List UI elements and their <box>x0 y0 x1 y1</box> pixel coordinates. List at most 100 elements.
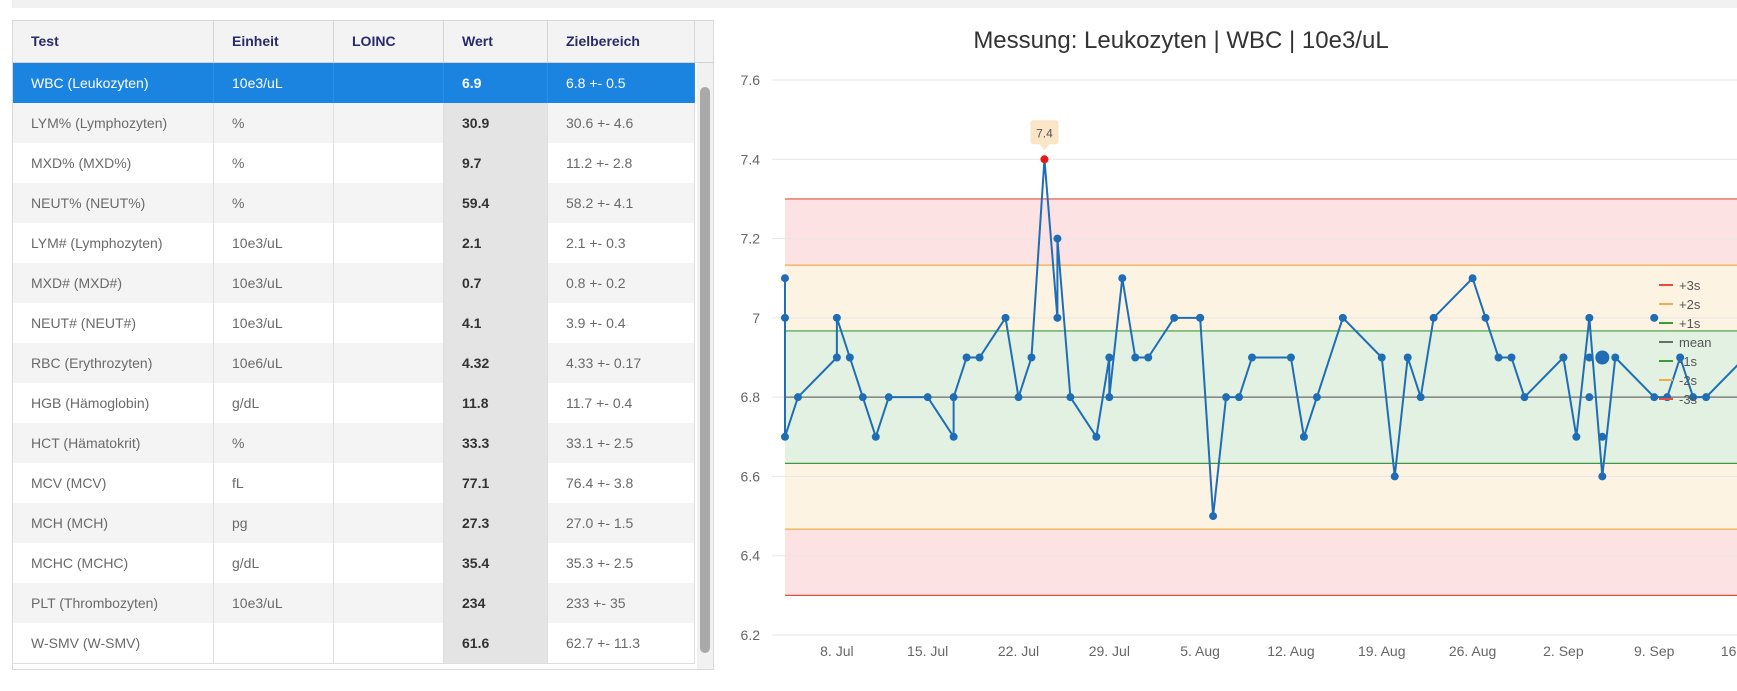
top-toolbar-strip <box>12 0 1737 8</box>
cell-test: W-SMV (W-SMV) <box>13 623 214 663</box>
table-row[interactable]: HCT (Hämatokrit)% 33.3 33.1 +- 2.5 <box>13 423 695 464</box>
legend-label: +3s <box>1679 278 1701 293</box>
table-row[interactable]: MXD% (MXD%)% 9.7 11.2 +- 2.8 <box>13 143 695 184</box>
data-point <box>1248 353 1257 362</box>
data-point <box>1053 234 1062 243</box>
table-row[interactable]: NEUT# (NEUT#) 10e3/uL 4.1 3.9 +- 0.4 <box>13 303 695 344</box>
data-point <box>1559 353 1568 362</box>
column-header-einheit[interactable]: Einheit <box>214 21 334 62</box>
table-scrollbar[interactable] <box>697 63 713 669</box>
table-row[interactable]: W-SMV (W-SMV) 61.6 62.7 +- 11.3 <box>13 623 695 664</box>
x-tick-label: 26. Aug <box>1449 643 1497 659</box>
test-results-table: Test Einheit LOINC Wert Zielbereich WBC … <box>12 20 714 670</box>
cell-test: MXD# (MXD#) <box>13 263 214 303</box>
data-point <box>1481 313 1490 322</box>
data-point <box>1014 393 1023 402</box>
table-row[interactable]: LYM% (Lymphozyten)% 30.9 30.6 +- 4.6 <box>13 103 695 144</box>
cell-einheit: 10e3/uL <box>214 303 334 343</box>
x-tick-label: 9. Sep <box>1634 643 1675 659</box>
data-point <box>793 393 802 402</box>
cell-wert: 9.7 <box>444 143 548 183</box>
data-point <box>975 353 984 362</box>
data-point <box>1520 393 1529 402</box>
data-point <box>1222 393 1231 402</box>
data-point <box>1027 353 1036 362</box>
scrollbar-thumb[interactable] <box>700 87 710 653</box>
data-point <box>780 432 789 441</box>
cell-wert: 4.1 <box>444 303 548 343</box>
cell-loinc <box>334 583 444 623</box>
cell-wert: 0.7 <box>444 263 548 303</box>
y-tick-label: 6.2 <box>741 627 761 643</box>
table-row[interactable]: PLT (Thrombozyten) 10e3/uL 234 233 +- 35 <box>13 583 695 624</box>
cell-test: WBC (Leukozyten) <box>13 63 214 103</box>
cell-zielbereich: 58.2 +- 4.1 <box>548 183 695 223</box>
cell-test: MCHC (MCHC) <box>13 543 214 583</box>
y-tick-label: 7.2 <box>741 231 761 247</box>
data-point <box>1468 274 1477 283</box>
data-point <box>1053 313 1062 322</box>
cell-zielbereich: 33.1 +- 2.5 <box>548 423 695 463</box>
data-point <box>1650 393 1659 402</box>
data-point <box>1598 432 1607 441</box>
data-point <box>832 313 841 322</box>
y-tick-label: 7.4 <box>741 151 761 167</box>
table-row[interactable]: NEUT% (NEUT%)% 59.4 58.2 +- 4.1 <box>13 183 695 224</box>
cell-loinc <box>334 303 444 343</box>
column-header-wert[interactable]: Wert <box>444 21 548 62</box>
column-header-test[interactable]: Test <box>13 21 214 62</box>
data-point <box>1001 313 1010 322</box>
data-point <box>1585 313 1594 322</box>
legend-label: mean <box>1679 335 1712 350</box>
table-row[interactable]: RBC (Erythrozyten) 10e6/uL 4.32 4.33 +- 0.1… <box>13 343 695 384</box>
data-point <box>1403 353 1412 362</box>
data-point <box>858 393 867 402</box>
data-point <box>1611 353 1620 362</box>
zone-lower-2s <box>784 463 1737 530</box>
data-point <box>1209 512 1218 521</box>
cell-zielbereich: 76.4 +- 3.8 <box>548 463 695 503</box>
cell-wert: 234 <box>444 583 548 623</box>
column-header-zielbereich[interactable]: Zielbereich <box>548 21 695 62</box>
x-tick-label: 2. Sep <box>1543 643 1584 659</box>
cell-einheit: 10e6/uL <box>214 343 334 383</box>
cell-wert: 2.1 <box>444 223 548 263</box>
table-row[interactable]: MCH (MCH) pg 27.3 27.0 +- 1.5 <box>13 503 695 544</box>
data-point <box>1286 353 1295 362</box>
cell-loinc <box>334 463 444 503</box>
cell-test: MCH (MCH) <box>13 503 214 543</box>
x-tick-label: 29. Jul <box>1089 643 1130 659</box>
x-tick-label: 5. Aug <box>1180 643 1220 659</box>
data-point <box>1702 393 1711 402</box>
table-row[interactable]: LYM# (Lymphozyten) 10e3/uL 2.1 2.1 +- 0.3 <box>13 223 695 264</box>
table-row[interactable]: WBC (Leukozyten) 10e3/uL 6.9 6.8 +- 0.5 <box>13 63 695 104</box>
cell-zielbereich: 62.7 +- 11.3 <box>548 623 695 663</box>
data-point <box>1170 313 1179 322</box>
table-row[interactable]: MCV (MCV) fL 77.1 76.4 +- 3.8 <box>13 463 695 504</box>
tooltip-box <box>1030 120 1059 145</box>
data-point <box>871 432 880 441</box>
cell-einheit: % <box>214 183 334 223</box>
cell-zielbereich: 11.7 +- 0.4 <box>548 383 695 423</box>
cell-wert: 11.8 <box>444 383 548 423</box>
cell-test: MCV (MCV) <box>13 463 214 503</box>
data-point <box>1131 353 1140 362</box>
cell-loinc <box>334 423 444 463</box>
cell-einheit: 10e3/uL <box>214 583 334 623</box>
x-tick-label: 15. Jul <box>907 643 948 659</box>
table-header: Test Einheit LOINC Wert Zielbereich <box>13 21 713 63</box>
data-point <box>1092 432 1101 441</box>
cell-loinc <box>334 63 444 103</box>
data-point <box>962 353 971 362</box>
table-row[interactable]: MXD# (MXD#) 10e3/uL 0.7 0.8 +- 0.2 <box>13 263 695 304</box>
column-header-loinc[interactable]: LOINC <box>334 21 444 62</box>
zone-upper-2s <box>784 265 1737 331</box>
table-row[interactable]: MCHC (MCHC) g/dL 35.4 35.3 +- 2.5 <box>13 543 695 584</box>
table-row[interactable]: HGB (Hämoglobin) g/dL 11.8 11.7 +- 0.4 <box>13 383 695 424</box>
cell-wert: 33.3 <box>444 423 548 463</box>
data-point <box>1105 393 1114 402</box>
cell-loinc <box>334 383 444 423</box>
x-tick-label: 22. Jul <box>998 643 1039 659</box>
y-tick-label: 7.6 <box>741 72 761 88</box>
cell-loinc <box>334 543 444 583</box>
